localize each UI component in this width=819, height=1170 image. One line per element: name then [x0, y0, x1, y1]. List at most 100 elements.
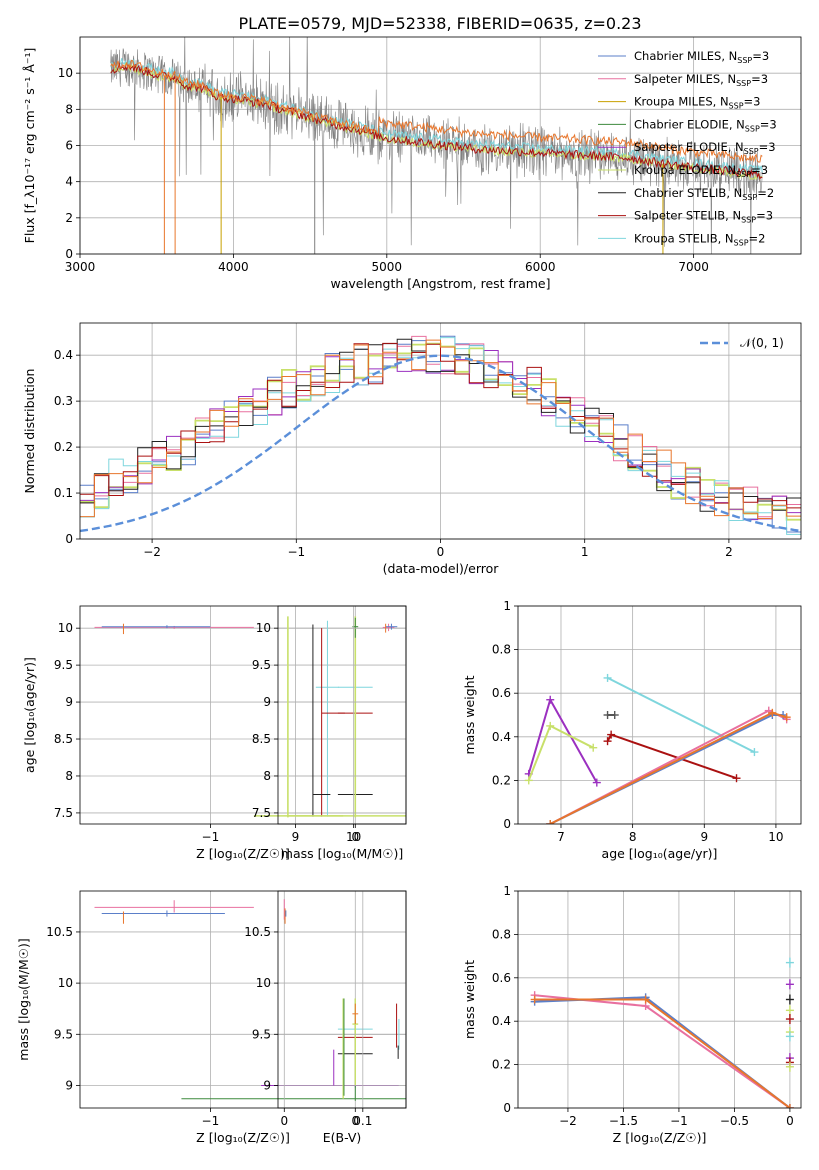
normal-curve: [80, 354, 801, 533]
weight-series: [607, 677, 755, 753]
y-tick-label: 8: [65, 102, 73, 116]
legend-entry: Chabrier STELIB, NSSP=2: [634, 186, 774, 202]
x-tick-label: 1: [581, 545, 589, 559]
y-tick-label: 7.5: [54, 806, 73, 820]
x-tick-label: 9: [700, 830, 708, 844]
x-axis-label: wavelength [Angstrom, rest frame]: [330, 276, 550, 291]
legend-entry: Kroupa ELODIE, NSSP=3: [634, 163, 768, 179]
x-tick-label: 0: [280, 1114, 288, 1128]
x-tick-label: −1: [202, 830, 220, 844]
axes-frame: [79, 36, 802, 255]
x-axis-label: age [log₁₀(age/yr)]: [602, 846, 718, 861]
axes-frame: [79, 605, 407, 825]
legend-entry: Salpeter MILES, NSSP=3: [634, 72, 768, 88]
legend-entry: Kroupa STELIB, NSSP=2: [634, 231, 765, 247]
weight-series: [549, 711, 787, 824]
x-tick-label: 3000: [65, 260, 96, 274]
x-axis-label: Z [log₁₀(Z/Z☉)]: [196, 1130, 290, 1145]
weight-series: [534, 996, 791, 1108]
y-tick-label: 8.5: [54, 732, 73, 746]
y-axis-label: age [log₁₀(age/yr)]: [22, 657, 37, 773]
plot-area: [80, 335, 801, 535]
x-axis-label: Z [log₁₀(Z/Z☉)]: [613, 1130, 707, 1145]
x-tick-label: 0.1: [353, 1114, 372, 1128]
model-spectrum: [110, 59, 763, 163]
y-tick-label: 10: [58, 66, 73, 80]
y-axis-label: Flux [f_λ10⁻¹⁷ erg cm⁻² s⁻¹ Å⁻¹]: [22, 48, 37, 244]
weight-vs-metallicity-panel: −2 −1.5 −1 −0.5 0 0 0.2 0.4 0.6 0.8 1 Z [log₁₀(Z/Z☉…: [462, 884, 802, 1145]
x-tick-label: 0: [351, 830, 359, 844]
y-tick-label: 7.5: [252, 806, 271, 820]
y-axis-label: mass weight: [462, 675, 477, 754]
y-tick-label: 10: [58, 621, 73, 635]
weight-vs-age-panel: 7 8 9 10 0 0.2 0.4 0.6 0.8 1 age [log₁₀(age/yr)] ma…: [462, 599, 802, 861]
y-axis-label: Normed distribution: [22, 369, 37, 494]
x-tick-label: −1: [670, 1114, 688, 1128]
y-tick-label: 8: [263, 769, 271, 783]
x-axis-label: E(B-V): [323, 1130, 362, 1145]
x-tick-label: −1: [287, 545, 305, 559]
residual-histogram: [80, 338, 801, 512]
plot-area: [287, 616, 398, 818]
x-tick-label: −1.5: [609, 1114, 638, 1128]
axes-frame: [79, 890, 407, 1109]
axes-frame: [517, 605, 802, 825]
y-tick-label: 0.1: [54, 486, 73, 500]
y-tick-label: 2: [65, 211, 73, 225]
axes-frame: [79, 322, 802, 540]
y-tick-label: 0: [503, 1101, 511, 1115]
y-tick-label: 0.4: [54, 348, 73, 362]
y-tick-label: 1: [503, 884, 511, 898]
x-tick-label: 6000: [525, 260, 556, 274]
legend-entry: Salpeter ELODIE, NSSP=3: [634, 140, 776, 156]
x-tick-label: 0: [437, 545, 445, 559]
weight-series: [527, 697, 598, 784]
y-tick-label: 9.5: [252, 1027, 271, 1041]
y-tick-label: 10: [58, 976, 73, 990]
y-tick-label: 0.6: [492, 686, 511, 700]
spectrum-panel: 3000 4000 5000 6000 7000 0 2 4 6 8 10 wavelength [A…: [22, 36, 802, 291]
residuals-panel: −2 −1 0 1 2 0 0.1 0.2 0.3 0.4 (data-model)/error No…: [22, 322, 802, 576]
y-tick-label: 0.8: [492, 927, 511, 941]
x-tick-label: 5000: [372, 260, 403, 274]
axes-frame: [517, 890, 802, 1109]
mass-vs-metallicity-panel: −1 0 9 9.5 10 10.5 Z [log₁₀(Z/Z☉)] mass [log₁₀(…: [16, 890, 407, 1145]
x-tick-label: 7000: [678, 260, 709, 274]
legend-entry: 𝒩(0, 1): [740, 336, 784, 350]
y-tick-label: 8.5: [252, 732, 271, 746]
y-tick-label: 9: [263, 1078, 271, 1092]
x-tick-label: 0: [351, 1114, 359, 1128]
age-vs-mass-panel: 9 10 7.5 8 8.5 9 9.5 10 mass [log₁₀(M/M☉)]: [252, 605, 407, 861]
y-tick-label: 0.2: [492, 773, 511, 787]
y-tick-label: 9.5: [252, 658, 271, 672]
model-spectrum: [110, 58, 763, 175]
x-axis-label: mass [log₁₀(M/M☉)]: [281, 846, 403, 861]
figure-title: PLATE=0579, MJD=52338, FIBERID=0635, z=0…: [238, 14, 641, 33]
y-tick-label: 10.5: [46, 925, 73, 939]
plot-area: [283, 899, 400, 1099]
y-tick-label: 9: [65, 1078, 73, 1092]
y-tick-label: 4: [65, 175, 73, 189]
plot-area: [530, 957, 794, 1108]
y-axis-label: mass [log₁₀(M/M☉)]: [16, 938, 31, 1060]
x-tick-label: −1: [202, 1114, 220, 1128]
residual-histogram: [80, 342, 801, 509]
y-tick-label: 0.6: [492, 971, 511, 985]
y-tick-label: 10: [256, 621, 271, 635]
y-tick-label: 0: [65, 247, 73, 261]
legend-entry: Kroupa MILES, NSSP=3: [634, 95, 760, 111]
plot-area: [524, 673, 791, 824]
y-tick-label: 0.2: [54, 440, 73, 454]
y-tick-label: 0.3: [54, 394, 73, 408]
y-tick-label: 0.8: [492, 643, 511, 657]
x-tick-label: 8: [629, 830, 637, 844]
plot-area: [110, 37, 763, 254]
y-tick-label: 0: [503, 817, 511, 831]
y-tick-label: 0.4: [492, 1014, 511, 1028]
age-vs-metallicity-panel: −1 0 7.5 8 8.5 9 9.5 10 Z [log₁₀(Z/Z☉)] age [log₁…: [22, 605, 407, 861]
x-axis-label: Z [log₁₀(Z/Z☉)]: [196, 846, 290, 861]
legend-entry: Chabrier MILES, NSSP=3: [634, 49, 769, 65]
y-tick-label: 6: [65, 139, 73, 153]
